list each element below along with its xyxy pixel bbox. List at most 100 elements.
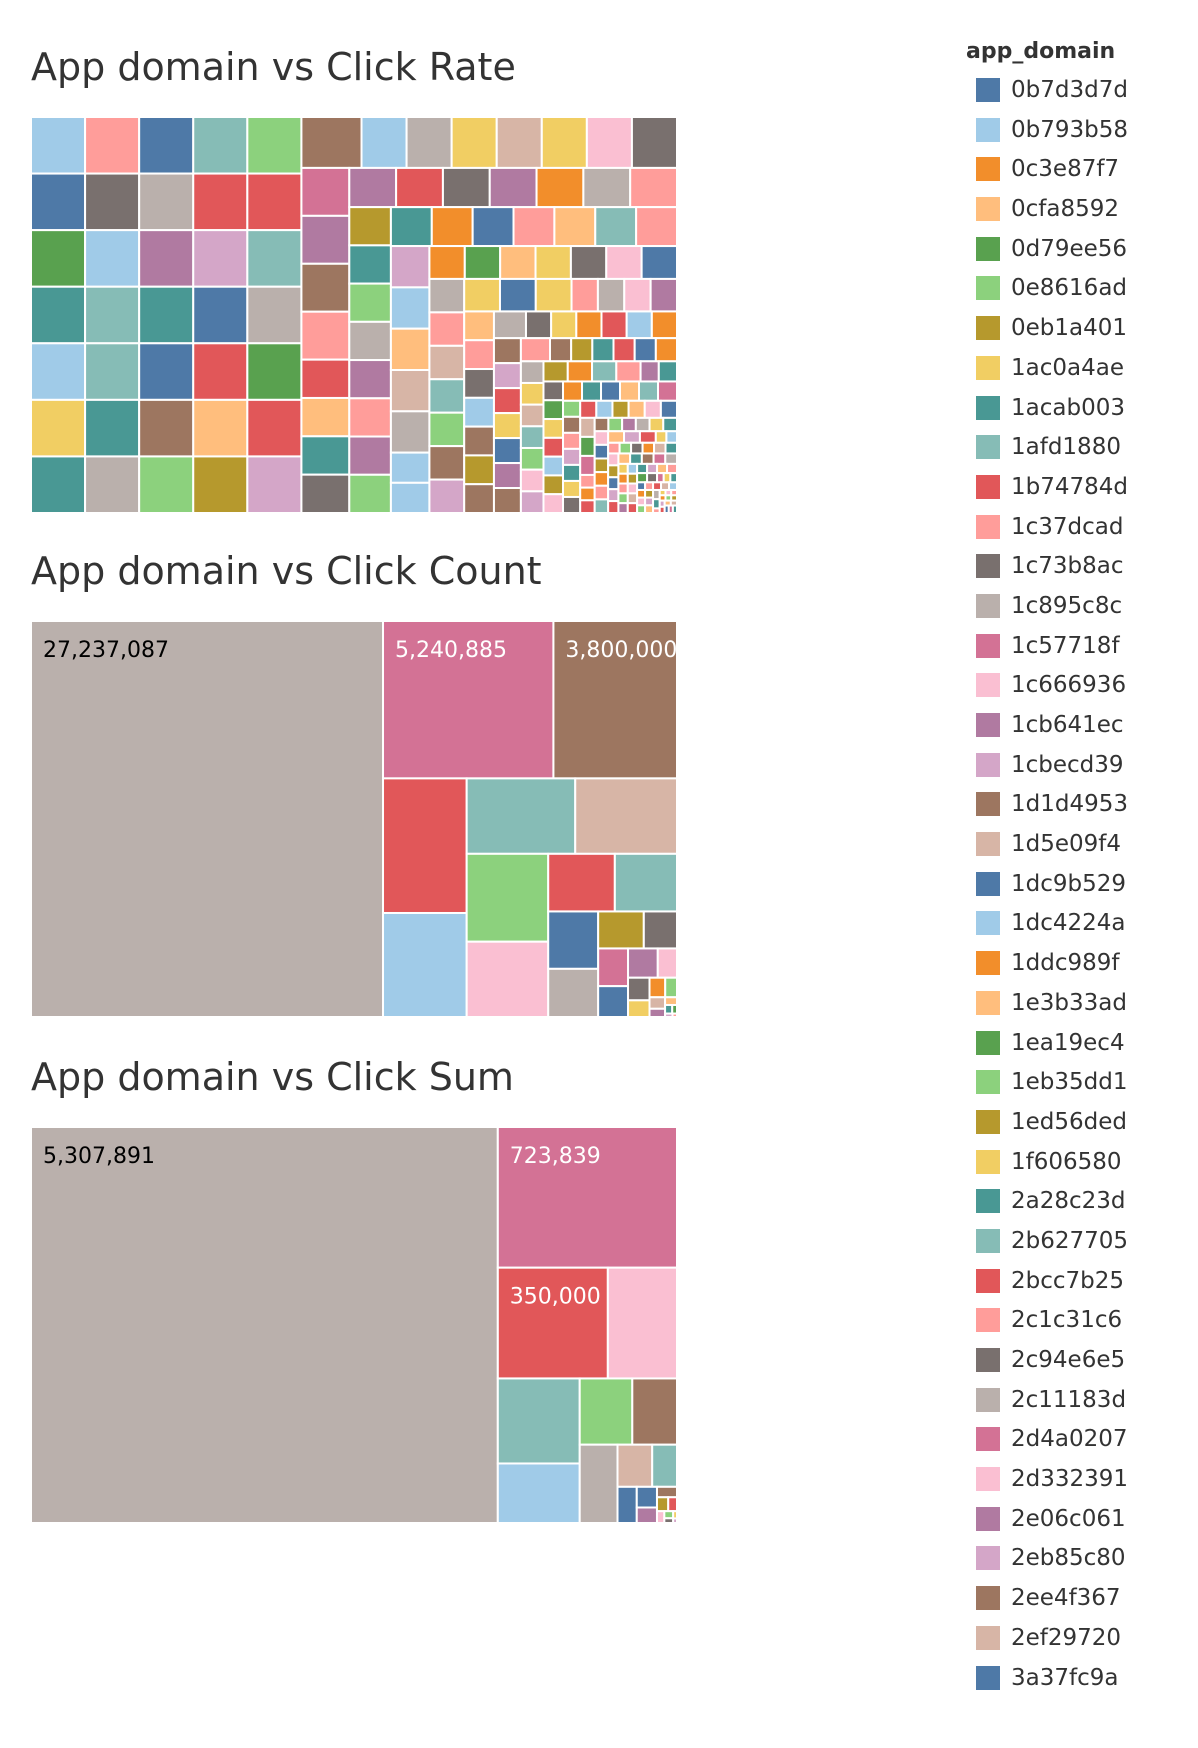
treemap-cell-0cfa8592[interactable] bbox=[389, 327, 431, 371]
treemap-cell-1acab003[interactable] bbox=[671, 504, 677, 513]
treemap-cell-0eb1a401[interactable] bbox=[593, 457, 610, 474]
treemap-cell-2afd1880[interactable] bbox=[246, 285, 303, 345]
treemap-cell-1cbecd39[interactable] bbox=[562, 447, 582, 466]
legend-item[interactable]: 0b793b58 bbox=[966, 110, 1186, 150]
treemap-cell-1c666936[interactable] bbox=[656, 947, 677, 979]
treemap-cell-1ddc989f[interactable] bbox=[654, 337, 677, 363]
legend-item[interactable]: 1ed56ded bbox=[966, 1102, 1186, 1142]
treemap-cell-0eb1a401[interactable] bbox=[542, 474, 565, 496]
treemap-cell-1c895c8c[interactable] bbox=[582, 166, 632, 209]
treemap-cell-1c666936[interactable] bbox=[655, 1510, 666, 1523]
treemap-cell-1c37dcad[interactable] bbox=[300, 310, 351, 361]
legend-item[interactable]: 2eb85c80 bbox=[966, 1538, 1186, 1578]
legend-item[interactable]: 1c895c8c bbox=[966, 586, 1186, 626]
legend-item[interactable]: 0eb1a401 bbox=[966, 308, 1186, 348]
treemap-cell-1ddc989f[interactable] bbox=[648, 976, 667, 999]
treemap-cell-1eb35dd1[interactable] bbox=[636, 504, 647, 513]
legend-item[interactable]: 2c11183d bbox=[966, 1380, 1186, 1420]
treemap-cell-2bcc7b25[interactable] bbox=[579, 399, 598, 419]
treemap-cell-3a37fc9a[interactable] bbox=[547, 910, 600, 970]
treemap-cell-1c666936[interactable] bbox=[585, 117, 633, 169]
legend-item[interactable]: 1c37dcad bbox=[966, 507, 1186, 547]
treemap-cell-1dc9b529[interactable] bbox=[636, 481, 647, 491]
treemap-cell-1c73b8ac[interactable] bbox=[663, 1517, 675, 1523]
treemap-cell-1c895c8c[interactable] bbox=[578, 1443, 619, 1523]
treemap-cell-0eb1a401[interactable] bbox=[611, 399, 630, 419]
treemap-cell-1acab003[interactable] bbox=[31, 455, 87, 513]
treemap-cell-2c1c31c6[interactable] bbox=[629, 166, 677, 209]
treemap-cell-1c73b8ac[interactable] bbox=[542, 380, 565, 402]
treemap-cell-2ee4f367[interactable] bbox=[552, 621, 677, 780]
treemap-cell-1cbecd39[interactable] bbox=[646, 462, 659, 475]
treemap-cell-0e8616ad[interactable] bbox=[663, 1510, 675, 1520]
treemap-cell-1dc9b529[interactable] bbox=[659, 399, 677, 419]
treemap-cell-1cbecd39[interactable] bbox=[607, 488, 620, 503]
treemap-cell-0eb1a401[interactable] bbox=[644, 488, 655, 499]
treemap-cell-2c1c31c6[interactable] bbox=[671, 1012, 677, 1017]
treemap-cell-2e06c061[interactable] bbox=[648, 1007, 667, 1017]
treemap-cell-1d5e09f4[interactable] bbox=[660, 481, 671, 491]
treemap-cell-2bcc7b25[interactable] bbox=[607, 500, 620, 513]
treemap-cell-1ddc989f[interactable] bbox=[566, 360, 594, 383]
treemap-cell-1c37dcad[interactable] bbox=[463, 339, 495, 371]
treemap-cell-1f606580[interactable] bbox=[627, 999, 651, 1017]
legend-item[interactable]: 0cfa8592 bbox=[966, 189, 1186, 229]
treemap-cell-1f606580[interactable] bbox=[31, 398, 87, 458]
treemap-cell-1f606580[interactable] bbox=[672, 1510, 677, 1520]
treemap-cell-1e3b33ad[interactable] bbox=[627, 399, 646, 419]
treemap-cell-1dc9b529[interactable] bbox=[633, 337, 657, 363]
treemap-click-count[interactable]: 27,237,087 5,240,885 3,800,000 bbox=[31, 621, 677, 1017]
treemap-cell-1ddc989f[interactable] bbox=[641, 441, 656, 455]
treemap-cell-2d4a0207[interactable] bbox=[382, 621, 555, 780]
treemap-cell-1eb35dd1[interactable] bbox=[578, 1377, 634, 1446]
legend-item[interactable]: 0d79ee56 bbox=[966, 229, 1186, 269]
treemap-cell-1c895c8c[interactable] bbox=[348, 320, 392, 362]
treemap-cell-1acab003[interactable] bbox=[664, 1003, 674, 1015]
treemap-cell-0e8616ad[interactable] bbox=[428, 411, 466, 448]
treemap-cell-1c895c8c[interactable] bbox=[492, 310, 527, 340]
treemap-cell-1acab003[interactable] bbox=[562, 463, 582, 482]
treemap-cell-2c11183d[interactable] bbox=[31, 621, 385, 1017]
treemap-cell-1d1d4953[interactable] bbox=[562, 415, 582, 434]
treemap-cell-0b7d3d7d[interactable] bbox=[471, 206, 515, 248]
treemap-cell-1afd1880[interactable] bbox=[246, 229, 303, 288]
treemap-cell-2b627705[interactable] bbox=[638, 380, 660, 402]
legend-item[interactable]: 1c57718f bbox=[966, 626, 1186, 666]
treemap-cell-1afd1880[interactable] bbox=[591, 360, 618, 383]
treemap-cell-2bcc7b25[interactable] bbox=[638, 430, 657, 444]
treemap-cell-1cbecd39[interactable] bbox=[623, 430, 641, 444]
treemap-cell-0b7d3d7d[interactable] bbox=[138, 117, 195, 175]
treemap-cell-2bcc7b25[interactable] bbox=[542, 436, 565, 458]
treemap-cell-1dc9b529[interactable] bbox=[593, 443, 610, 460]
treemap-cell-2a28c23d[interactable] bbox=[31, 285, 87, 345]
treemap-cell-1c37dcad[interactable] bbox=[428, 311, 466, 347]
treemap-cell-1e3b33ad[interactable] bbox=[644, 504, 655, 513]
treemap-cell-0e8616ad[interactable] bbox=[348, 282, 392, 323]
treemap-cell-2bcc7b25[interactable] bbox=[667, 1496, 677, 1513]
treemap-cell-1dc9b529[interactable] bbox=[640, 245, 677, 280]
treemap-cell-2ee4f367[interactable] bbox=[631, 1377, 677, 1446]
treemap-cell-1e3b33ad[interactable] bbox=[619, 380, 641, 402]
treemap-cell-2ee4f367[interactable] bbox=[300, 117, 363, 169]
treemap-cell-1dc9b529[interactable] bbox=[31, 172, 87, 232]
treemap-cell-1cb641ec[interactable] bbox=[138, 229, 195, 288]
treemap-cell-2bcc7b25[interactable] bbox=[382, 777, 468, 914]
treemap-cell-1acab003[interactable] bbox=[348, 244, 392, 285]
treemap-cell-1b74784d[interactable] bbox=[579, 499, 596, 513]
treemap-cell-1e3b33ad[interactable] bbox=[499, 245, 537, 280]
treemap-cell-1dc4224a[interactable] bbox=[389, 286, 431, 330]
treemap-cell-2ee4f367[interactable] bbox=[492, 487, 522, 513]
treemap-cell-1e3b33ad[interactable] bbox=[656, 462, 669, 475]
treemap-cell-1e3b33ad[interactable] bbox=[463, 310, 495, 342]
treemap-cell-1d1d4953[interactable] bbox=[492, 337, 522, 365]
treemap-cell-1b74784d[interactable] bbox=[246, 398, 303, 458]
legend-item[interactable]: 1ac0a4ae bbox=[966, 348, 1186, 388]
treemap-cell-1b74784d[interactable] bbox=[246, 172, 303, 232]
treemap-cell-2ee4f367[interactable] bbox=[463, 483, 495, 513]
treemap-cell-1c37dcad[interactable] bbox=[593, 484, 610, 501]
treemap-cell-1acab003[interactable] bbox=[636, 462, 649, 475]
legend-item[interactable]: 1f606580 bbox=[966, 1142, 1186, 1182]
treemap-cell-1f606580[interactable] bbox=[617, 462, 629, 475]
treemap-cell-1dc9b529[interactable] bbox=[600, 380, 622, 402]
treemap-cell-1c37dcad[interactable] bbox=[607, 441, 621, 455]
